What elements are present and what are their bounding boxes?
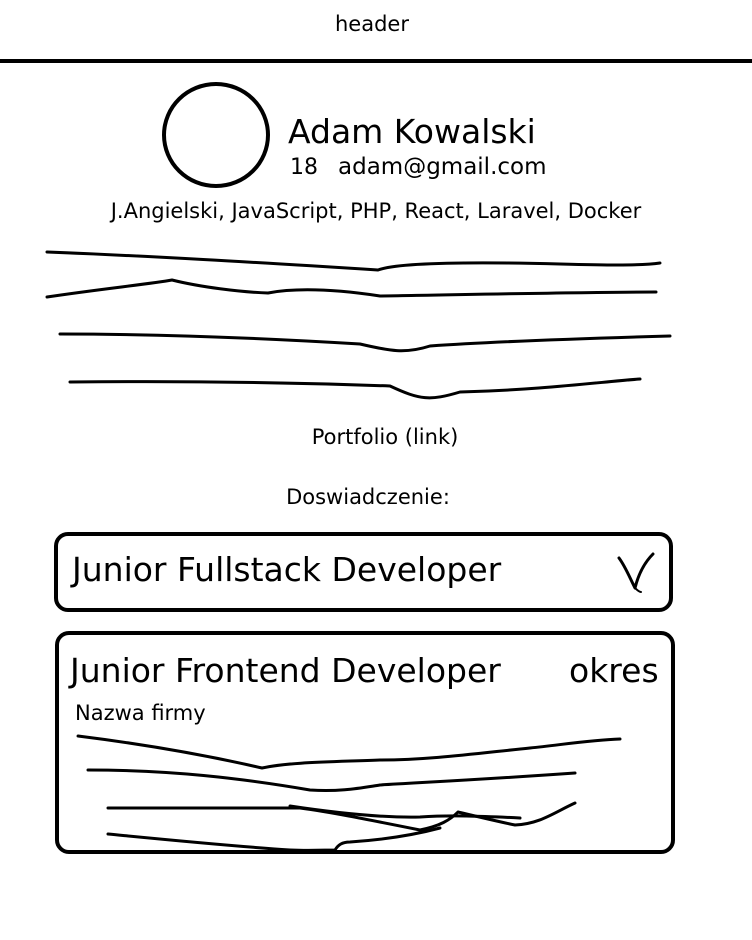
header-divider: [0, 59, 752, 63]
company-name: Nazwa firmy: [75, 701, 206, 725]
chevron-down-icon[interactable]: [617, 550, 659, 594]
experience-card-collapsed[interactable]: Junior Fullstack Developer: [54, 532, 673, 612]
profile-email: adam@gmail.com: [338, 154, 547, 180]
profile-age: 18: [290, 155, 318, 180]
experience-heading: Doswiadczenie:: [286, 485, 450, 509]
skills-list: J.Angielski, JavaScript, PHP, React, Lar…: [110, 199, 642, 223]
profile-name: Adam Kowalski: [288, 112, 536, 151]
experience-period: okres: [569, 651, 659, 690]
experience-title: Junior Fullstack Developer: [72, 550, 502, 589]
experience-title: Junior Frontend Developer: [70, 651, 501, 690]
header-title: header: [335, 12, 409, 36]
avatar: [162, 82, 270, 188]
description-placeholder-scribble: [45, 250, 672, 400]
portfolio-link[interactable]: Portfolio (link): [311, 425, 459, 449]
